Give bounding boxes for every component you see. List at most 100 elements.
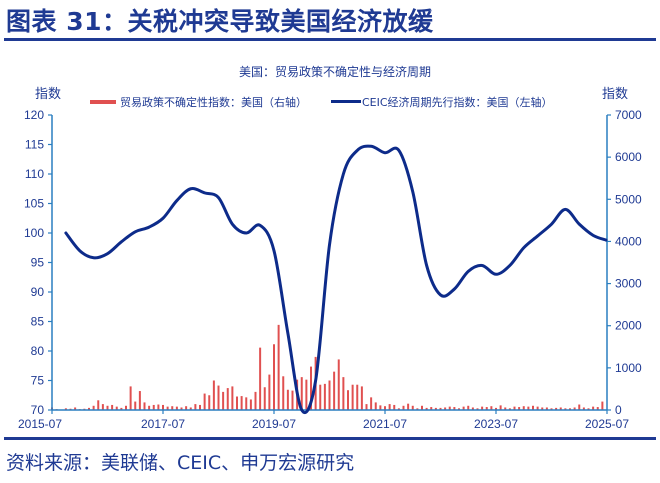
bar — [134, 401, 137, 410]
bar — [527, 406, 530, 410]
bar — [111, 404, 114, 410]
left-tick-label: 85 — [31, 315, 45, 329]
bar — [323, 383, 326, 410]
bar — [518, 407, 521, 410]
legend: 贸易政策不确定性指数：美国（右轴） CEIC经济周期先行指数：美国（左轴） — [90, 95, 553, 109]
bar — [143, 402, 146, 410]
bar — [74, 407, 77, 410]
bar — [64, 408, 67, 410]
source-note: 资料来源：美联储、CEIC、申万宏源研究 — [6, 452, 355, 474]
bar — [152, 404, 155, 410]
bar — [485, 407, 488, 410]
bar — [532, 405, 534, 410]
right-tick-label: 4000 — [615, 234, 642, 248]
bar — [120, 407, 123, 410]
bar — [578, 404, 581, 410]
bar — [208, 395, 211, 410]
bar — [199, 404, 201, 410]
title-underline — [4, 38, 656, 41]
right-tick-label: 1000 — [615, 361, 642, 375]
right-tick-label: 6000 — [615, 150, 642, 164]
x-tick-label: 2019-07 — [252, 417, 296, 431]
legend-swatch-bar — [90, 100, 116, 104]
uncertainty-bars — [51, 324, 604, 410]
bar — [522, 406, 525, 410]
bar — [129, 386, 132, 410]
left-tick-label: 120 — [24, 108, 44, 122]
bar — [467, 405, 470, 410]
bar — [513, 406, 516, 410]
bar — [337, 359, 340, 410]
bar — [416, 408, 419, 410]
bar — [115, 406, 118, 410]
bar — [212, 380, 215, 410]
bar — [573, 407, 576, 410]
bar — [277, 324, 280, 410]
right-tick-label: 7000 — [615, 108, 642, 122]
bar — [305, 379, 308, 410]
leading-index-line — [64, 144, 608, 415]
bar — [148, 405, 151, 410]
chart: 美国：贸易政策不确定性与经济周期 指数 指数 贸易政策不确定性指数：美国（右轴）… — [18, 64, 642, 431]
left-axis-ticks: 120 115 110 105 100 95 90 85 80 75 70 — [24, 108, 52, 417]
bar — [379, 405, 382, 410]
x-tick-label: 2015-07 — [18, 417, 62, 431]
bar — [342, 377, 345, 410]
right-tick-label: 5000 — [615, 192, 642, 206]
bar — [601, 401, 604, 410]
bar — [125, 405, 127, 410]
bar — [490, 406, 493, 410]
bar — [185, 406, 188, 410]
bar — [421, 405, 423, 410]
bar — [545, 407, 548, 410]
left-axis-label: 指数 — [35, 87, 61, 102]
bar — [564, 408, 567, 410]
bar — [393, 404, 396, 410]
bar — [536, 406, 539, 410]
legend-label-line: CEIC经济周期先行指数：美国（左轴） — [362, 95, 553, 109]
x-tick-label: 2025-07 — [585, 417, 629, 431]
bar — [397, 408, 400, 410]
bar — [171, 406, 174, 410]
bar — [411, 405, 414, 410]
bar — [203, 393, 206, 410]
left-tick-label: 70 — [31, 403, 45, 417]
bar — [407, 403, 410, 410]
bar — [582, 407, 585, 410]
bar — [254, 391, 257, 410]
bar — [138, 391, 141, 410]
bar — [88, 407, 90, 410]
bar — [499, 405, 502, 410]
bar — [453, 407, 456, 410]
bar — [592, 406, 595, 410]
bar — [351, 384, 354, 410]
left-tick-label: 80 — [31, 344, 45, 358]
left-tick-label: 90 — [31, 285, 45, 299]
bar — [559, 407, 562, 410]
bar — [504, 407, 507, 410]
bar — [476, 408, 479, 410]
bar — [231, 386, 234, 410]
right-axis-label: 指数 — [602, 87, 628, 102]
bar — [370, 397, 373, 410]
footer-rule — [4, 437, 656, 440]
bar — [555, 407, 558, 410]
bar — [347, 390, 349, 410]
bar — [569, 408, 571, 410]
bar — [388, 404, 391, 410]
axes — [51, 115, 608, 411]
left-tick-label: 110 — [25, 167, 44, 181]
bar — [430, 407, 433, 410]
bar — [481, 406, 484, 410]
bar — [286, 389, 289, 410]
bar — [458, 408, 460, 410]
bar — [222, 391, 225, 410]
x-axis-ticks: 2015-07 2017-07 2019-07 2021-07 2023-07 2025-… — [18, 410, 629, 431]
bar — [319, 384, 322, 410]
bar — [92, 405, 95, 410]
bar — [541, 407, 544, 410]
left-tick-label: 105 — [24, 197, 44, 211]
bar — [236, 396, 238, 410]
left-tick-label: 95 — [31, 256, 45, 270]
bar — [384, 406, 386, 410]
